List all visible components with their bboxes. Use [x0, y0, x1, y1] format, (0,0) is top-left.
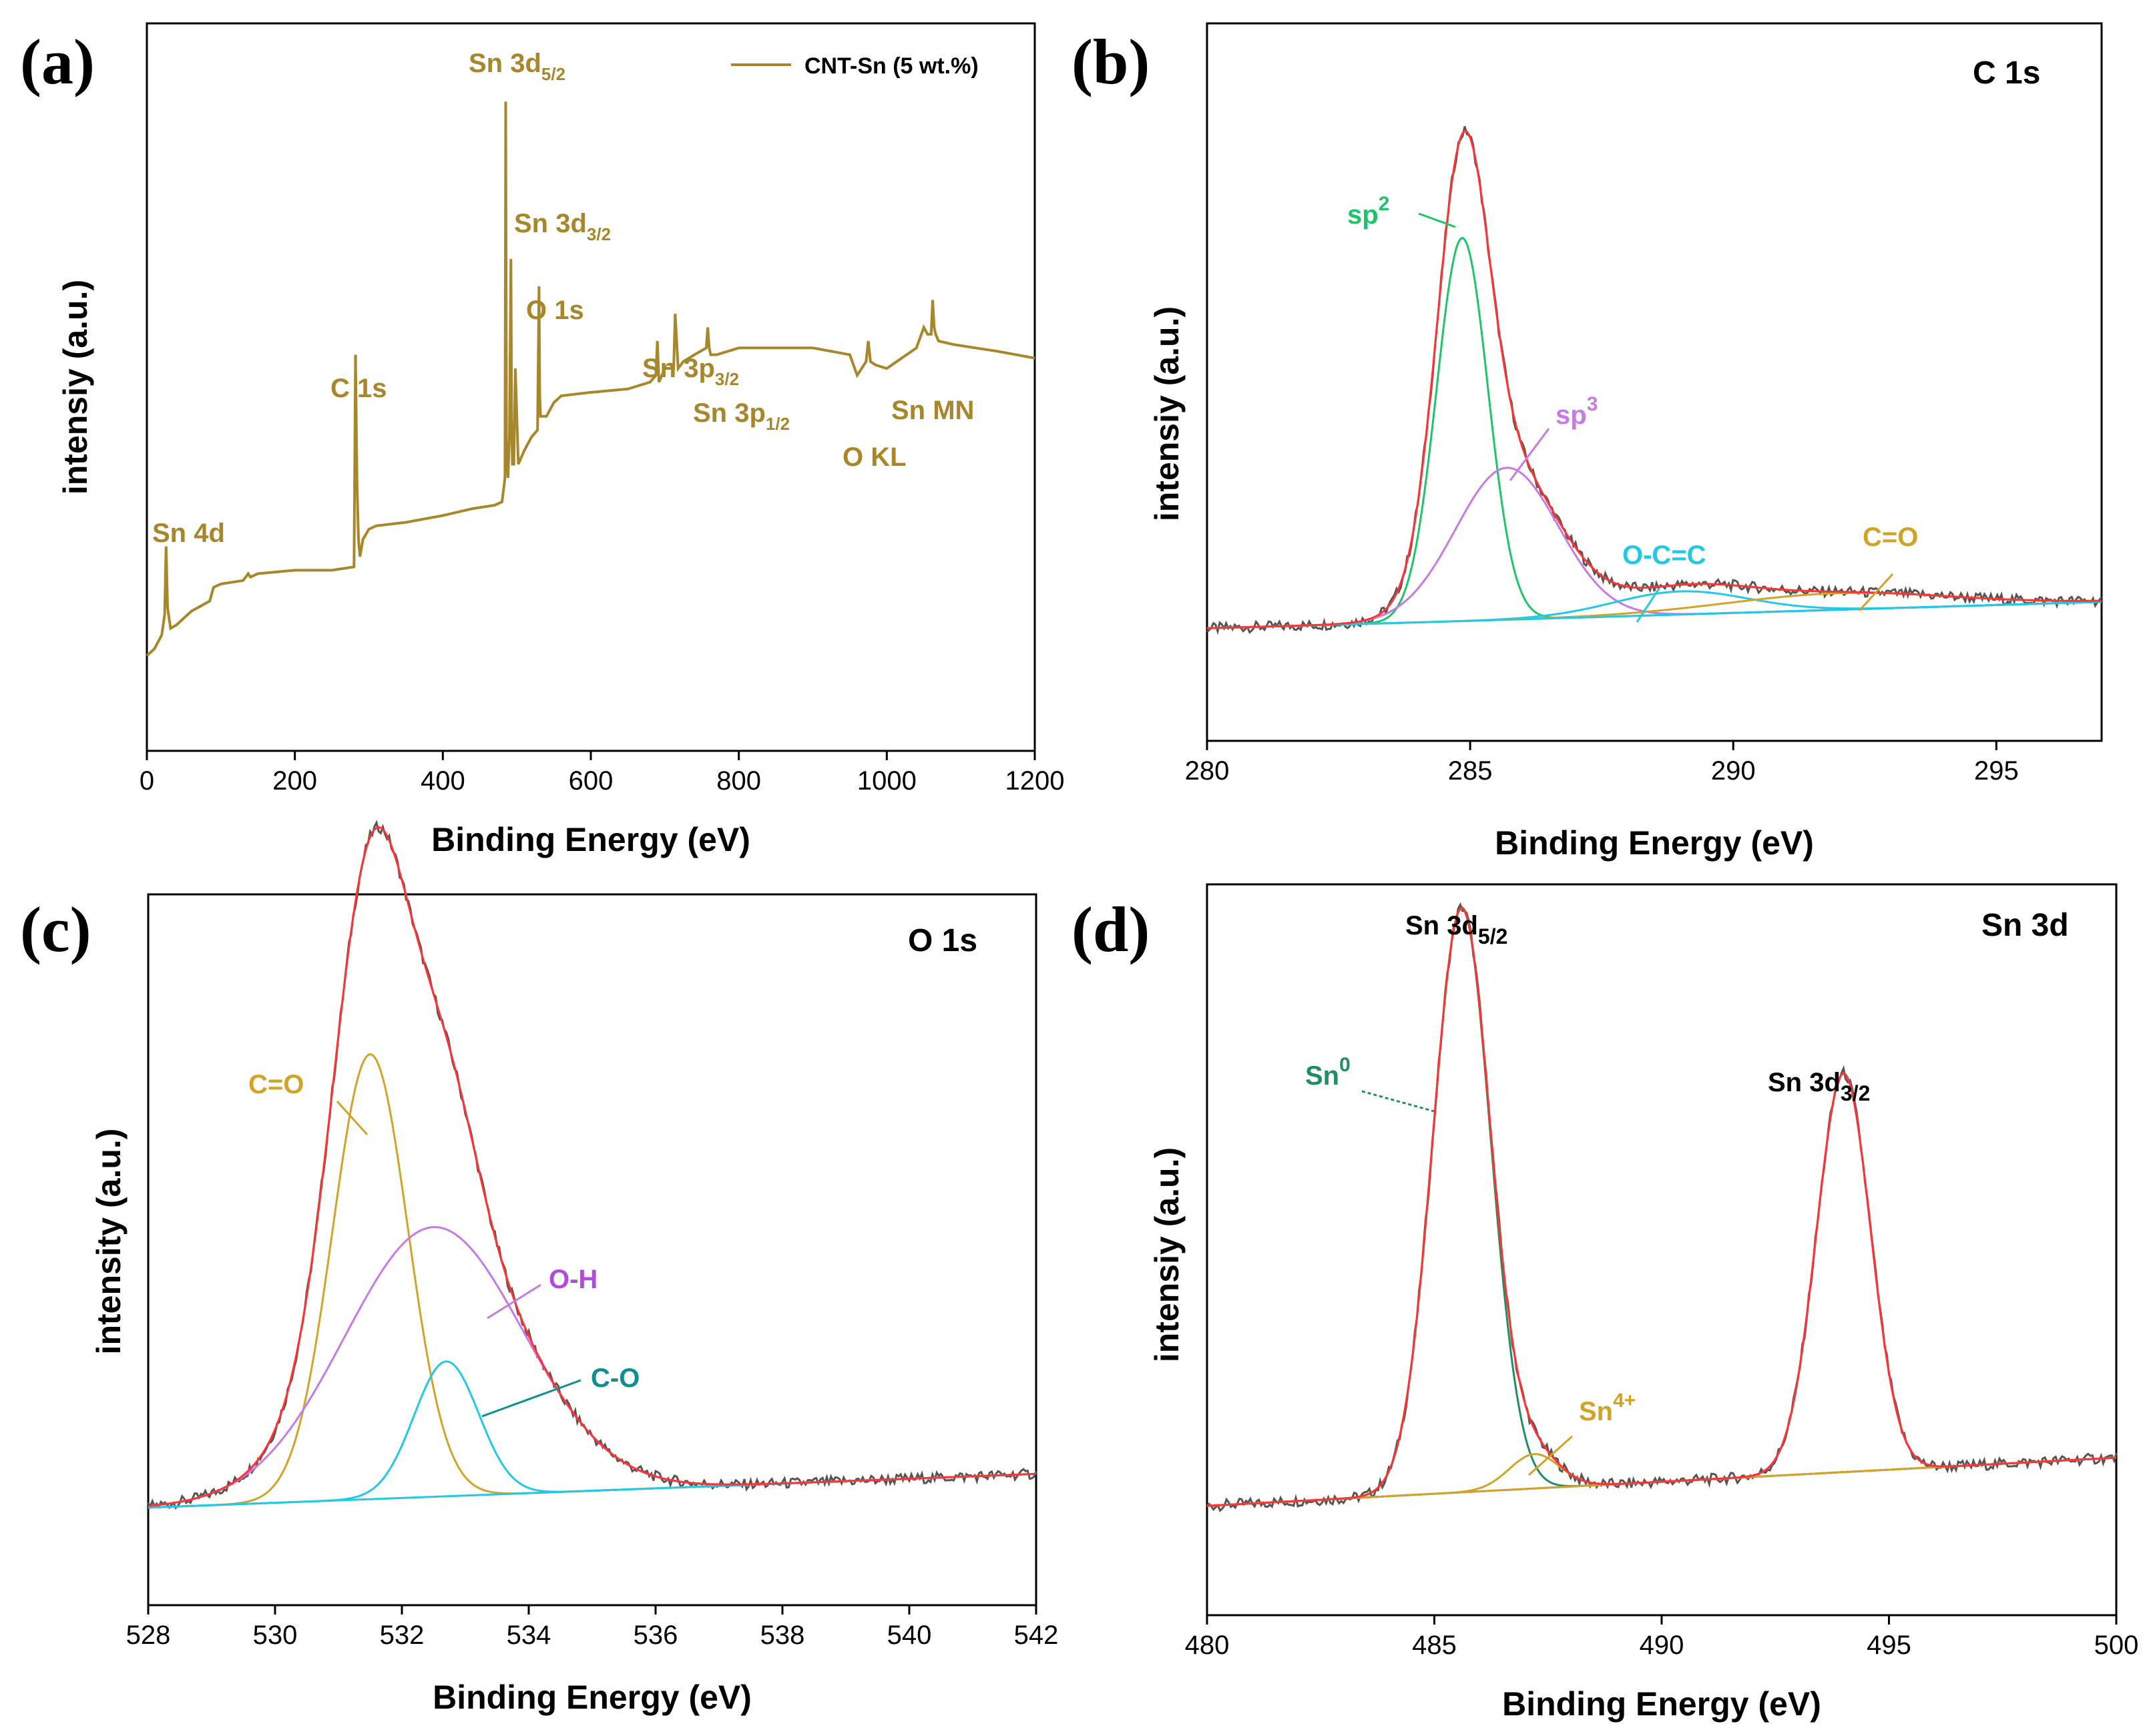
panel-b-title: C 1s [1973, 55, 2040, 91]
annotation-oh: O-H [549, 1265, 598, 1294]
x-tick-label: 536 [634, 1621, 678, 1650]
sp3-leader-line [1509, 428, 1550, 481]
annotation-co-b: C=O [1863, 523, 1918, 552]
background-line [1206, 601, 2102, 629]
annotation-sn-3p32: Sn 3p3/2 [642, 354, 739, 389]
panel-d-curves [1206, 902, 2118, 1512]
panel-a-legend-label: CNT-Sn (5 wt.%) [804, 53, 979, 79]
panel-a-y-axis-label: intensiy (a.u.) [57, 280, 94, 495]
annotation-sn-3d52-d: Sn 3d5/2 [1405, 911, 1507, 948]
panel-d-title: Sn 3d [1981, 908, 2069, 943]
annotation-sp2: sp2 [1347, 193, 1389, 230]
panel-b-y-axis-label: intensiy (a.u.) [1148, 306, 1186, 521]
panel-a-x-ticks: 0 200 400 600 800 1000 1200 [140, 751, 1065, 796]
annotation-sn-3d32-d: Sn 3d3/2 [1768, 1068, 1870, 1105]
x-tick-label: 295 [1974, 756, 2019, 786]
panel-c-curves [147, 820, 1037, 1510]
x-tick-label: 600 [569, 766, 614, 796]
panel-b-frame [1206, 22, 2103, 742]
sn4-leader-line [1528, 1435, 1573, 1476]
annotation-sn-3p12: Sn 3p1/2 [693, 398, 790, 434]
panel-a-survey-line [146, 101, 1035, 657]
panel-a-survey: (a) 0 200 400 600 800 1000 1200 Binding Energy… [20, 22, 1065, 858]
panel-c-o1s: (c) 528 530 532 534 536 538 540 542 Binding Ene… [20, 820, 1059, 1716]
x-tick-label: 542 [1014, 1621, 1059, 1650]
x-tick-label: 285 [1448, 756, 1493, 786]
annotation-o-kl: O KL [843, 443, 907, 472]
sp2-leader-line [1418, 212, 1456, 228]
panel-d-x-axis-label: Binding Energy (eV) [1502, 1685, 1821, 1723]
x-tick-label: 200 [272, 766, 317, 796]
x-tick-label: 1000 [857, 766, 917, 796]
panel-d-label: (d) [1071, 894, 1150, 965]
annotation-c-1s: C 1s [330, 374, 387, 403]
x-tick-label: 485 [1412, 1631, 1457, 1660]
x-tick-label: 490 [1640, 1631, 1684, 1660]
annotation-c-o: C-O [591, 1364, 640, 1393]
x-tick-label: 280 [1185, 756, 1230, 786]
panel-c-x-ticks: 528 530 532 534 536 538 540 542 [126, 1605, 1059, 1650]
x-tick-label: 495 [1867, 1631, 1911, 1660]
oh-leader-line [487, 1283, 541, 1320]
panel-a-x-axis-label: Binding Energy (eV) [431, 821, 750, 858]
panel-d-y-axis-label: intensiy (a.u.) [1148, 1147, 1186, 1362]
panel-a-label: (a) [20, 26, 95, 97]
panel-d-x-ticks: 480 485 490 495 500 [1185, 1615, 2139, 1660]
panel-c-x-axis-label: Binding Energy (eV) [433, 1679, 752, 1716]
x-tick-label: 480 [1185, 1631, 1230, 1660]
x-tick-label: 1200 [1005, 766, 1065, 796]
envelope-fit-line [1206, 906, 2117, 1507]
panel-a-frame [146, 22, 1036, 752]
raw-spectrum-line [1206, 125, 2103, 635]
x-tick-label: 534 [507, 1621, 551, 1650]
raw-spectrum-line [147, 820, 1037, 1510]
x-tick-label: 530 [253, 1621, 298, 1650]
panel-d-sn3d: (d) 480 485 490 495 500 Binding Energy (eV) … [1071, 883, 2139, 1723]
panel-b-x-ticks: 280 285 290 295 [1185, 741, 2019, 786]
annotation-sn-mn: Sn MN [891, 396, 974, 425]
x-tick-label: 500 [2094, 1631, 2139, 1660]
c-o-leader-line [481, 1379, 581, 1418]
x-tick-label: 400 [421, 766, 465, 796]
x-tick-label: 528 [126, 1621, 171, 1650]
raw-spectrum-line [1206, 902, 2118, 1512]
envelope-fit-line [148, 826, 1037, 1507]
annotation-sn4: Sn4+ [1579, 1390, 1636, 1426]
annotation-o-1s: O 1s [526, 296, 584, 325]
x-tick-label: 0 [140, 766, 154, 796]
x-tick-label: 800 [716, 766, 761, 796]
x-tick-label: 290 [1711, 756, 1756, 786]
x-tick-label: 540 [887, 1621, 932, 1650]
panel-c-title: O 1s [908, 923, 977, 958]
component-sn0-line [1206, 907, 2117, 1507]
panel-b-label: (b) [1071, 26, 1150, 97]
annotation-sn-3d52: Sn 3d5/2 [469, 49, 565, 84]
panel-c-frame [147, 893, 1037, 1607]
annotation-sn-4d: Sn 4d [152, 519, 225, 548]
panel-d-frame [1206, 883, 2118, 1617]
annotation-occ: O-C=C [1622, 541, 1706, 570]
annotation-sn-3d32: Sn 3d3/2 [514, 209, 611, 244]
panel-b-x-axis-label: Binding Energy (eV) [1495, 824, 1814, 862]
sn0-leader-line [1361, 1090, 1435, 1113]
component-sn-3d3-2-line [1206, 1072, 2117, 1507]
panel-b-curves [1206, 125, 2103, 635]
annotation-c-eq-o: C=O [248, 1070, 304, 1099]
annotation-sn0: Sn0 [1305, 1054, 1351, 1091]
co-b-leader-line [1858, 573, 1894, 612]
panel-c-y-axis-label: intensity (a.u.) [90, 1129, 128, 1355]
panel-b-c1s: (b) 280 285 290 295 Binding Energy (eV) int… [1071, 22, 2103, 862]
c-eq-o-leader-line [336, 1100, 369, 1136]
envelope-fit-line [1206, 129, 2102, 629]
annotation-sp3: sp3 [1556, 393, 1598, 430]
occ-leader-line [1636, 588, 1660, 623]
x-tick-label: 538 [760, 1621, 805, 1650]
x-tick-label: 532 [380, 1621, 425, 1650]
panel-c-label: (c) [20, 894, 91, 965]
